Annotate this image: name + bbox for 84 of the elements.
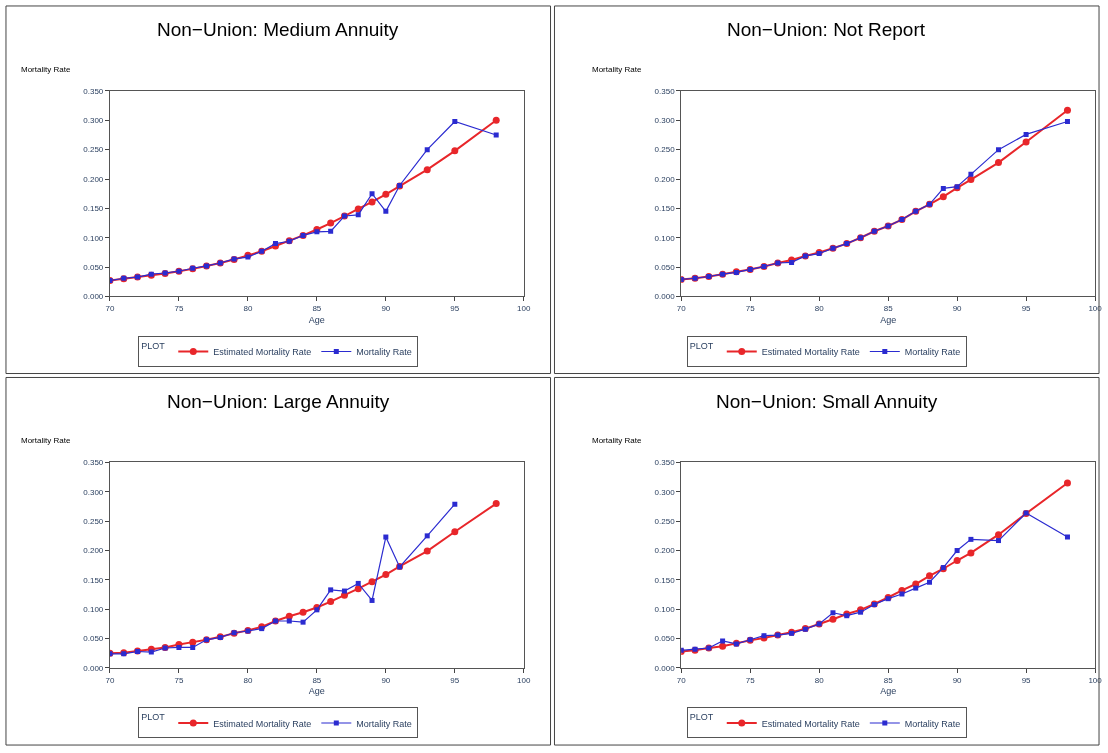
x-axis-title: Age: [308, 314, 325, 325]
legend-label: Estimated Mortality Rate: [213, 346, 312, 357]
x-tick-label: 85: [883, 304, 894, 314]
y-axis-title: Mortality Rate: [592, 65, 642, 74]
y-tick-label: 0.000: [654, 292, 676, 302]
y-tick-label: 0.200: [83, 174, 104, 184]
x-tick-label: 80: [814, 304, 825, 314]
chart-title: Non−Union: Small Annuity: [716, 391, 938, 412]
x-tick-label: 75: [174, 304, 184, 314]
x-tick-label: 80: [243, 304, 253, 314]
y-tick-label: 0.000: [654, 663, 676, 673]
legend-label: Mortality Rate: [904, 346, 961, 357]
x-tick-label: 85: [312, 304, 322, 314]
y-tick-label: 0.100: [654, 605, 676, 615]
x-tick-label: 70: [676, 675, 687, 685]
x-tick-label: 95: [1021, 675, 1032, 685]
y-tick-label: 0.100: [83, 605, 104, 615]
x-tick-label: 90: [952, 675, 963, 685]
legend-label: Mortality Rate: [904, 718, 961, 729]
x-tick-label: 90: [381, 304, 391, 314]
x-axis-title: Age: [880, 314, 897, 325]
x-tick-label: 95: [1021, 304, 1032, 314]
y-tick-label: 0.200: [83, 546, 104, 556]
y-tick-label: 0.100: [654, 233, 676, 243]
y-tick-label: 0.350: [83, 86, 104, 96]
x-axis-title: Age: [880, 686, 897, 697]
y-tick-label: 0.050: [83, 634, 104, 644]
x-tick-label: 95: [450, 304, 460, 314]
x-tick-label: 70: [676, 304, 687, 314]
x-tick-label: 75: [745, 675, 756, 685]
legend-label: Estimated Mortality Rate: [761, 346, 860, 357]
y-tick-label: 0.250: [83, 145, 104, 155]
x-tick-label: 95: [450, 675, 460, 685]
y-tick-label: 0.350: [83, 458, 104, 468]
legend-title: PLOT: [141, 712, 166, 723]
y-axis-title: Mortality Rate: [21, 65, 71, 74]
y-tick-label: 0.300: [83, 487, 104, 497]
y-tick-label: 0.150: [654, 204, 676, 214]
y-tick-label: 0.050: [654, 262, 676, 272]
y-tick-label: 0.250: [654, 145, 676, 155]
y-tick-label: 0.250: [654, 516, 676, 526]
x-tick-label: 90: [952, 304, 963, 314]
chart-title: Non−Union: Medium Annuity: [157, 19, 399, 40]
y-tick-label: 0.050: [83, 262, 104, 272]
y-tick-label: 0.100: [83, 233, 104, 243]
x-tick-label: 85: [883, 675, 894, 685]
y-tick-label: 0.350: [654, 86, 676, 96]
legend-title: PLOT: [141, 340, 166, 351]
y-tick-label: 0.200: [654, 174, 676, 184]
x-tick-label: 75: [745, 304, 756, 314]
y-tick-label: 0.350: [654, 458, 676, 468]
y-tick-label: 0.250: [83, 516, 104, 526]
x-tick-label: 80: [243, 675, 253, 685]
legend-title: PLOT: [689, 340, 714, 351]
y-tick-label: 0.150: [654, 575, 676, 585]
x-tick-label: 85: [312, 675, 322, 685]
y-tick-label: 0.050: [654, 634, 676, 644]
y-axis-title: Mortality Rate: [21, 436, 71, 445]
legend-label: Estimated Mortality Rate: [761, 718, 860, 729]
y-tick-label: 0.150: [83, 204, 104, 214]
legend-label: Estimated Mortality Rate: [213, 718, 312, 729]
legend-title: PLOT: [689, 712, 714, 723]
y-tick-label: 0.000: [83, 663, 104, 673]
x-tick-label: 100: [517, 675, 532, 685]
chart-title: Non−Union: Large Annuity: [167, 391, 390, 412]
y-tick-label: 0.000: [83, 292, 104, 302]
y-tick-label: 0.300: [654, 487, 676, 497]
x-axis-title: Age: [308, 686, 325, 697]
x-tick-label: 75: [174, 675, 184, 685]
y-axis-title: Mortality Rate: [592, 436, 642, 445]
x-tick-label: 70: [105, 304, 115, 314]
y-tick-label: 0.200: [654, 546, 676, 556]
x-tick-label: 100: [1088, 304, 1103, 314]
x-tick-label: 100: [1088, 675, 1103, 685]
legend-label: Mortality Rate: [356, 346, 412, 357]
x-tick-label: 90: [381, 675, 391, 685]
y-tick-label: 0.300: [83, 116, 104, 126]
x-tick-label: 80: [814, 675, 825, 685]
y-tick-label: 0.300: [654, 116, 676, 126]
legend-label: Mortality Rate: [356, 718, 412, 729]
x-tick-label: 100: [517, 304, 532, 314]
y-tick-label: 0.150: [83, 575, 104, 585]
chart-title: Non−Union: Not Report: [727, 19, 926, 40]
x-tick-label: 70: [105, 675, 115, 685]
